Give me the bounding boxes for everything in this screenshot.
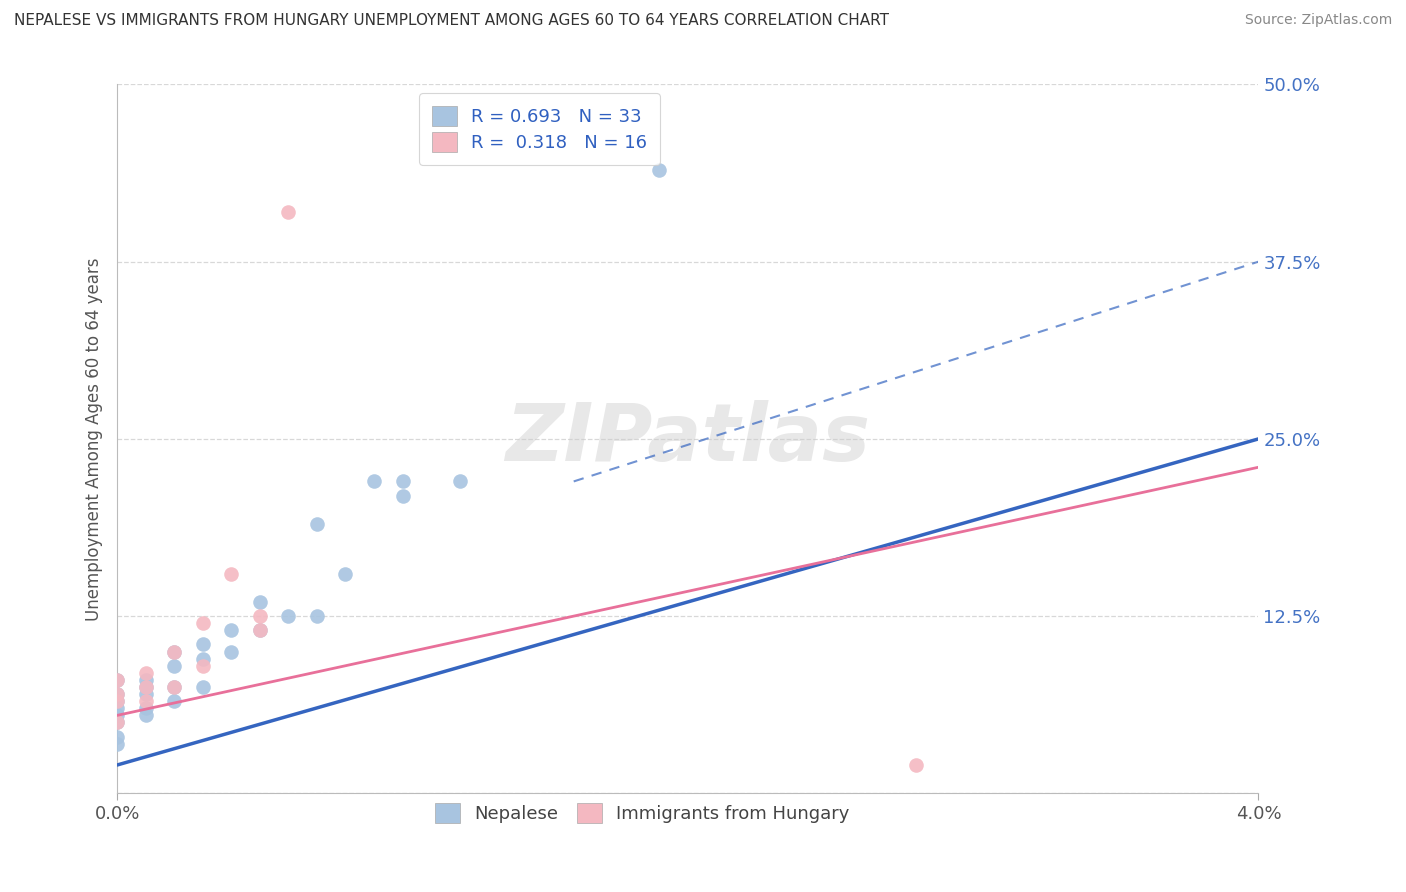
Point [305,516,328,531]
Text: NEPALESE VS IMMIGRANTS FROM HUNGARY UNEMPLOYMENT AMONG AGES 60 TO 64 YEARS CORRE: NEPALESE VS IMMIGRANTS FROM HUNGARY UNEM… [14,13,889,29]
Point [191,616,214,631]
Point [163,694,186,708]
Point [249,624,271,638]
Text: Source: ZipAtlas.com: Source: ZipAtlas.com [1244,13,1392,28]
Point [135,694,157,708]
Point [905,758,928,772]
Point [221,566,243,581]
Point [449,475,471,489]
Point [163,658,186,673]
Point [105,708,128,723]
Point [105,694,128,708]
Point [391,475,413,489]
Text: ZIPatlas: ZIPatlas [505,400,870,478]
Point [191,658,214,673]
Point [305,609,328,624]
Point [163,680,186,694]
Point [105,715,128,730]
Point [135,673,157,687]
Point [249,624,271,638]
Point [105,687,128,701]
Point [135,708,157,723]
Point [249,595,271,609]
Point [135,687,157,701]
Point [335,566,357,581]
Point [105,687,128,701]
Point [277,609,299,624]
Point [105,730,128,744]
Legend: Nepalese, Immigrants from Hungary: Nepalese, Immigrants from Hungary [423,792,860,834]
Point [221,624,243,638]
Point [105,694,128,708]
Point [249,609,271,624]
Point [135,701,157,715]
Point [135,680,157,694]
Point [163,644,186,658]
Point [277,205,299,219]
Point [221,644,243,658]
Point [105,673,128,687]
Point [105,673,128,687]
Point [163,644,186,658]
Point [105,715,128,730]
Point [135,665,157,680]
Point [105,701,128,715]
Point [105,737,128,751]
Point [363,475,385,489]
Point [191,651,214,665]
Point [191,680,214,694]
Y-axis label: Unemployment Among Ages 60 to 64 years: Unemployment Among Ages 60 to 64 years [86,257,103,621]
Point [191,638,214,652]
Point [163,680,186,694]
Point [135,680,157,694]
Point [648,162,671,177]
Point [391,489,413,503]
